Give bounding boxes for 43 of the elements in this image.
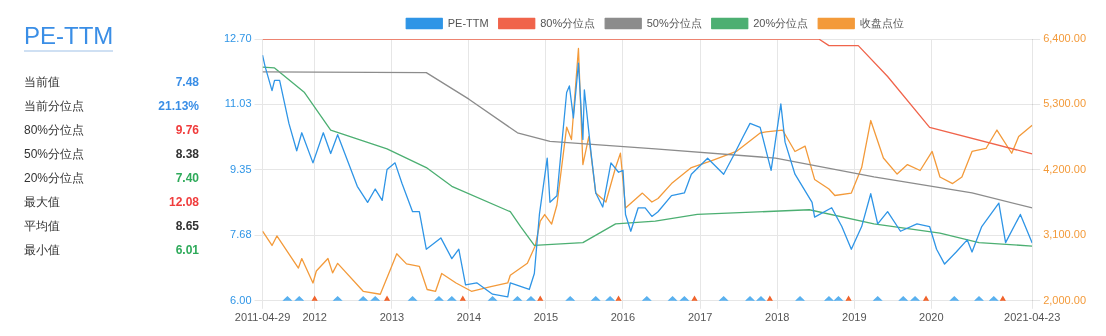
x-tick-label: 2019 — [842, 311, 867, 324]
category-label: 当前值 — [24, 74, 60, 91]
x-tick-label: 2014 — [456, 311, 482, 324]
y2-tick-label: 4,200.00 — [1043, 162, 1087, 175]
category-label: 平均值 — [24, 218, 60, 235]
y-tick-label: 6.00 — [230, 293, 252, 306]
legend-label: PE-TTM — [447, 16, 489, 29]
x-tick-label: 2018 — [765, 311, 790, 324]
category-label: 80%分位点 — [24, 122, 85, 139]
text: 12.08 — [168, 195, 199, 209]
x-tick-label: 2012 — [302, 311, 327, 324]
text: 9.76 — [175, 123, 199, 137]
text: 8.65 — [175, 219, 199, 233]
y-tick-label: 12.70 — [224, 32, 252, 45]
y2-tick-label: 2,000.00 — [1043, 293, 1087, 306]
text: 21.13% — [158, 99, 199, 113]
legend-label: 收盘点位 — [859, 16, 904, 29]
x-tick-label: 2020 — [919, 311, 944, 324]
category-label: 50%分位点 — [24, 146, 85, 163]
category-label: 最大值 — [24, 194, 60, 211]
text: 7.40 — [175, 171, 199, 185]
x-tick-label: 2011-04-29 — [234, 311, 291, 324]
legend-label: 80%分位点 — [540, 16, 596, 29]
x-tick-label: 2021-04-23 — [1004, 311, 1061, 324]
x-tick-label: 2013 — [379, 311, 405, 324]
category-label: 20%分位点 — [24, 170, 85, 187]
y-tick-label: 9.35 — [230, 162, 252, 175]
x-tick-label: 2017 — [687, 311, 713, 324]
y2-tick-label: 5,300.00 — [1043, 97, 1087, 110]
y-tick-label: 11.03 — [224, 97, 252, 110]
y2-tick-label: 6,400.00 — [1043, 32, 1087, 45]
x-tick-label: 2015 — [533, 311, 559, 324]
x-tick-label: 2016 — [610, 311, 636, 324]
category-label: 最小值 — [24, 242, 60, 259]
text: 6.01 — [175, 243, 199, 257]
y2-tick-label: 3,100.00 — [1043, 228, 1087, 241]
category-label: 当前分位点 — [24, 98, 84, 115]
y-tick-label: 7.68 — [230, 228, 252, 241]
text: 8.38 — [175, 147, 199, 161]
legend-label: 50%分位点 — [646, 16, 702, 29]
text: PE-TTM — [24, 22, 114, 52]
legend-label: 20%分位点 — [753, 16, 809, 29]
text: 7.48 — [175, 75, 199, 89]
